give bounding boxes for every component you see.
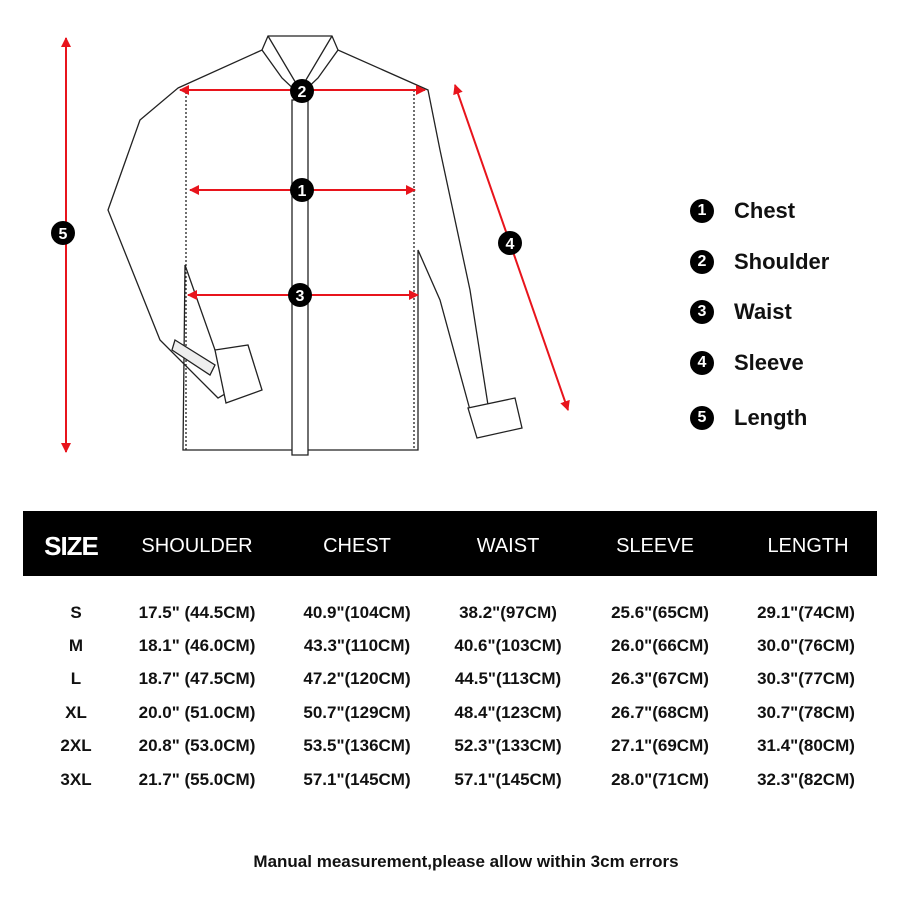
legend-label: Length: [734, 405, 808, 430]
svg-text:5: 5: [59, 226, 68, 243]
size-table-header: SIZE SHOULDER CHEST WAIST SLEEVE LENGTH: [23, 511, 877, 576]
header-waist: WAIST: [476, 535, 540, 557]
marker-2: 2: [690, 250, 714, 274]
table-cell-length: 30.7"(78CM): [757, 703, 855, 722]
svg-text:1: 1: [298, 183, 307, 200]
table-cell-waist: 38.2"(97CM): [459, 603, 557, 622]
marker-4: 4: [690, 351, 714, 375]
header-chest: CHEST: [323, 535, 391, 557]
legend-item-sleeve: 4 Sleeve: [690, 350, 804, 376]
table-cell-length: 32.3"(82CM): [757, 770, 855, 789]
marker-5: 5: [690, 406, 714, 430]
table-cell-chest: 57.1"(145CM): [303, 770, 411, 789]
marker-3: 3: [690, 300, 714, 324]
svg-text:3: 3: [296, 288, 305, 305]
table-cell-sleeve: 26.0"(66CM): [611, 636, 709, 655]
table-cell-waist: 40.6"(103CM): [454, 636, 562, 655]
header-size: SIZE: [44, 531, 99, 561]
measurement-markers: 2 1 3 4 5: [51, 79, 522, 307]
table-cell-size: S: [70, 603, 82, 622]
table-cell-shoulder: 21.7" (55.0CM): [138, 770, 256, 789]
table-cell-sleeve: 27.1"(69CM): [611, 736, 709, 755]
table-cell-size: 2XL: [60, 736, 92, 755]
legend-item-waist: 3 Waist: [690, 299, 792, 325]
table-cell-size: 3XL: [60, 770, 92, 789]
table-cell-chest: 53.5"(136CM): [303, 736, 411, 755]
table-cell-sleeve: 28.0"(71CM): [611, 770, 709, 789]
table-cell-shoulder: 20.0" (51.0CM): [138, 703, 256, 722]
table-cell-chest: 43.3"(110CM): [303, 636, 411, 655]
table-cell-shoulder: 17.5" (44.5CM): [138, 603, 256, 622]
table-cell-length: 31.4"(80CM): [757, 736, 855, 755]
table-cell-sleeve: 26.3"(67CM): [611, 669, 709, 688]
table-cell-waist: 57.1"(145CM): [454, 770, 562, 789]
table-cell-shoulder: 18.1" (46.0CM): [138, 636, 256, 655]
legend-label: Sleeve: [734, 350, 804, 375]
table-cell-chest: 50.7"(129CM): [303, 703, 411, 722]
shirt-measurement-diagram: 2 1 3 4 5: [51, 35, 570, 456]
table-cell-length: 30.0"(76CM): [757, 636, 855, 655]
table-cell-shoulder: 18.7" (47.5CM): [138, 669, 256, 688]
legend-item-length: 5 Length: [690, 405, 807, 431]
table-cell-waist: 52.3"(133CM): [454, 736, 562, 755]
marker-1: 1: [690, 199, 714, 223]
table-cell-length: 30.3"(77CM): [757, 669, 855, 688]
legend-label: Shoulder: [734, 249, 830, 274]
table-cell-size: L: [70, 669, 82, 688]
legend-label: Waist: [734, 299, 792, 324]
svg-text:2: 2: [298, 84, 307, 101]
table-cell-waist: 48.4"(123CM): [454, 703, 562, 722]
svg-text:4: 4: [506, 236, 515, 253]
legend-item-chest: 1 Chest: [690, 198, 795, 224]
table-cell-size: M: [68, 636, 84, 655]
header-shoulder: SHOULDER: [141, 535, 253, 557]
table-cell-chest: 40.9"(104CM): [303, 603, 411, 622]
table-cell-sleeve: 26.7"(68CM): [611, 703, 709, 722]
table-cell-shoulder: 20.8" (53.0CM): [138, 736, 256, 755]
table-cell-length: 29.1"(74CM): [757, 603, 855, 622]
legend-label: Chest: [734, 198, 796, 223]
header-sleeve: SLEEVE: [616, 535, 694, 557]
legend-item-shoulder: 2 Shoulder: [690, 249, 829, 275]
table-cell-size: XL: [65, 703, 87, 722]
measurement-note: Manual measurement,please allow within 3…: [253, 852, 679, 871]
table-cell-sleeve: 25.6"(65CM): [611, 603, 709, 622]
table-cell-waist: 44.5"(113CM): [454, 669, 562, 688]
table-cell-chest: 47.2"(120CM): [303, 669, 411, 688]
header-length: LENGTH: [767, 535, 849, 557]
